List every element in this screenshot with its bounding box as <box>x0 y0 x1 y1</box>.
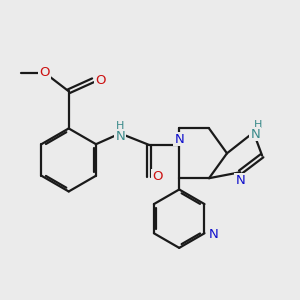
Text: N: N <box>209 228 219 242</box>
Text: O: O <box>95 74 106 87</box>
Text: N: N <box>115 130 125 142</box>
Text: O: O <box>39 66 50 79</box>
Text: N: N <box>174 133 184 146</box>
Text: N: N <box>236 174 245 187</box>
Text: H: H <box>254 120 262 130</box>
Text: N: N <box>250 128 260 141</box>
Text: O: O <box>152 170 163 183</box>
Text: H: H <box>116 121 124 131</box>
